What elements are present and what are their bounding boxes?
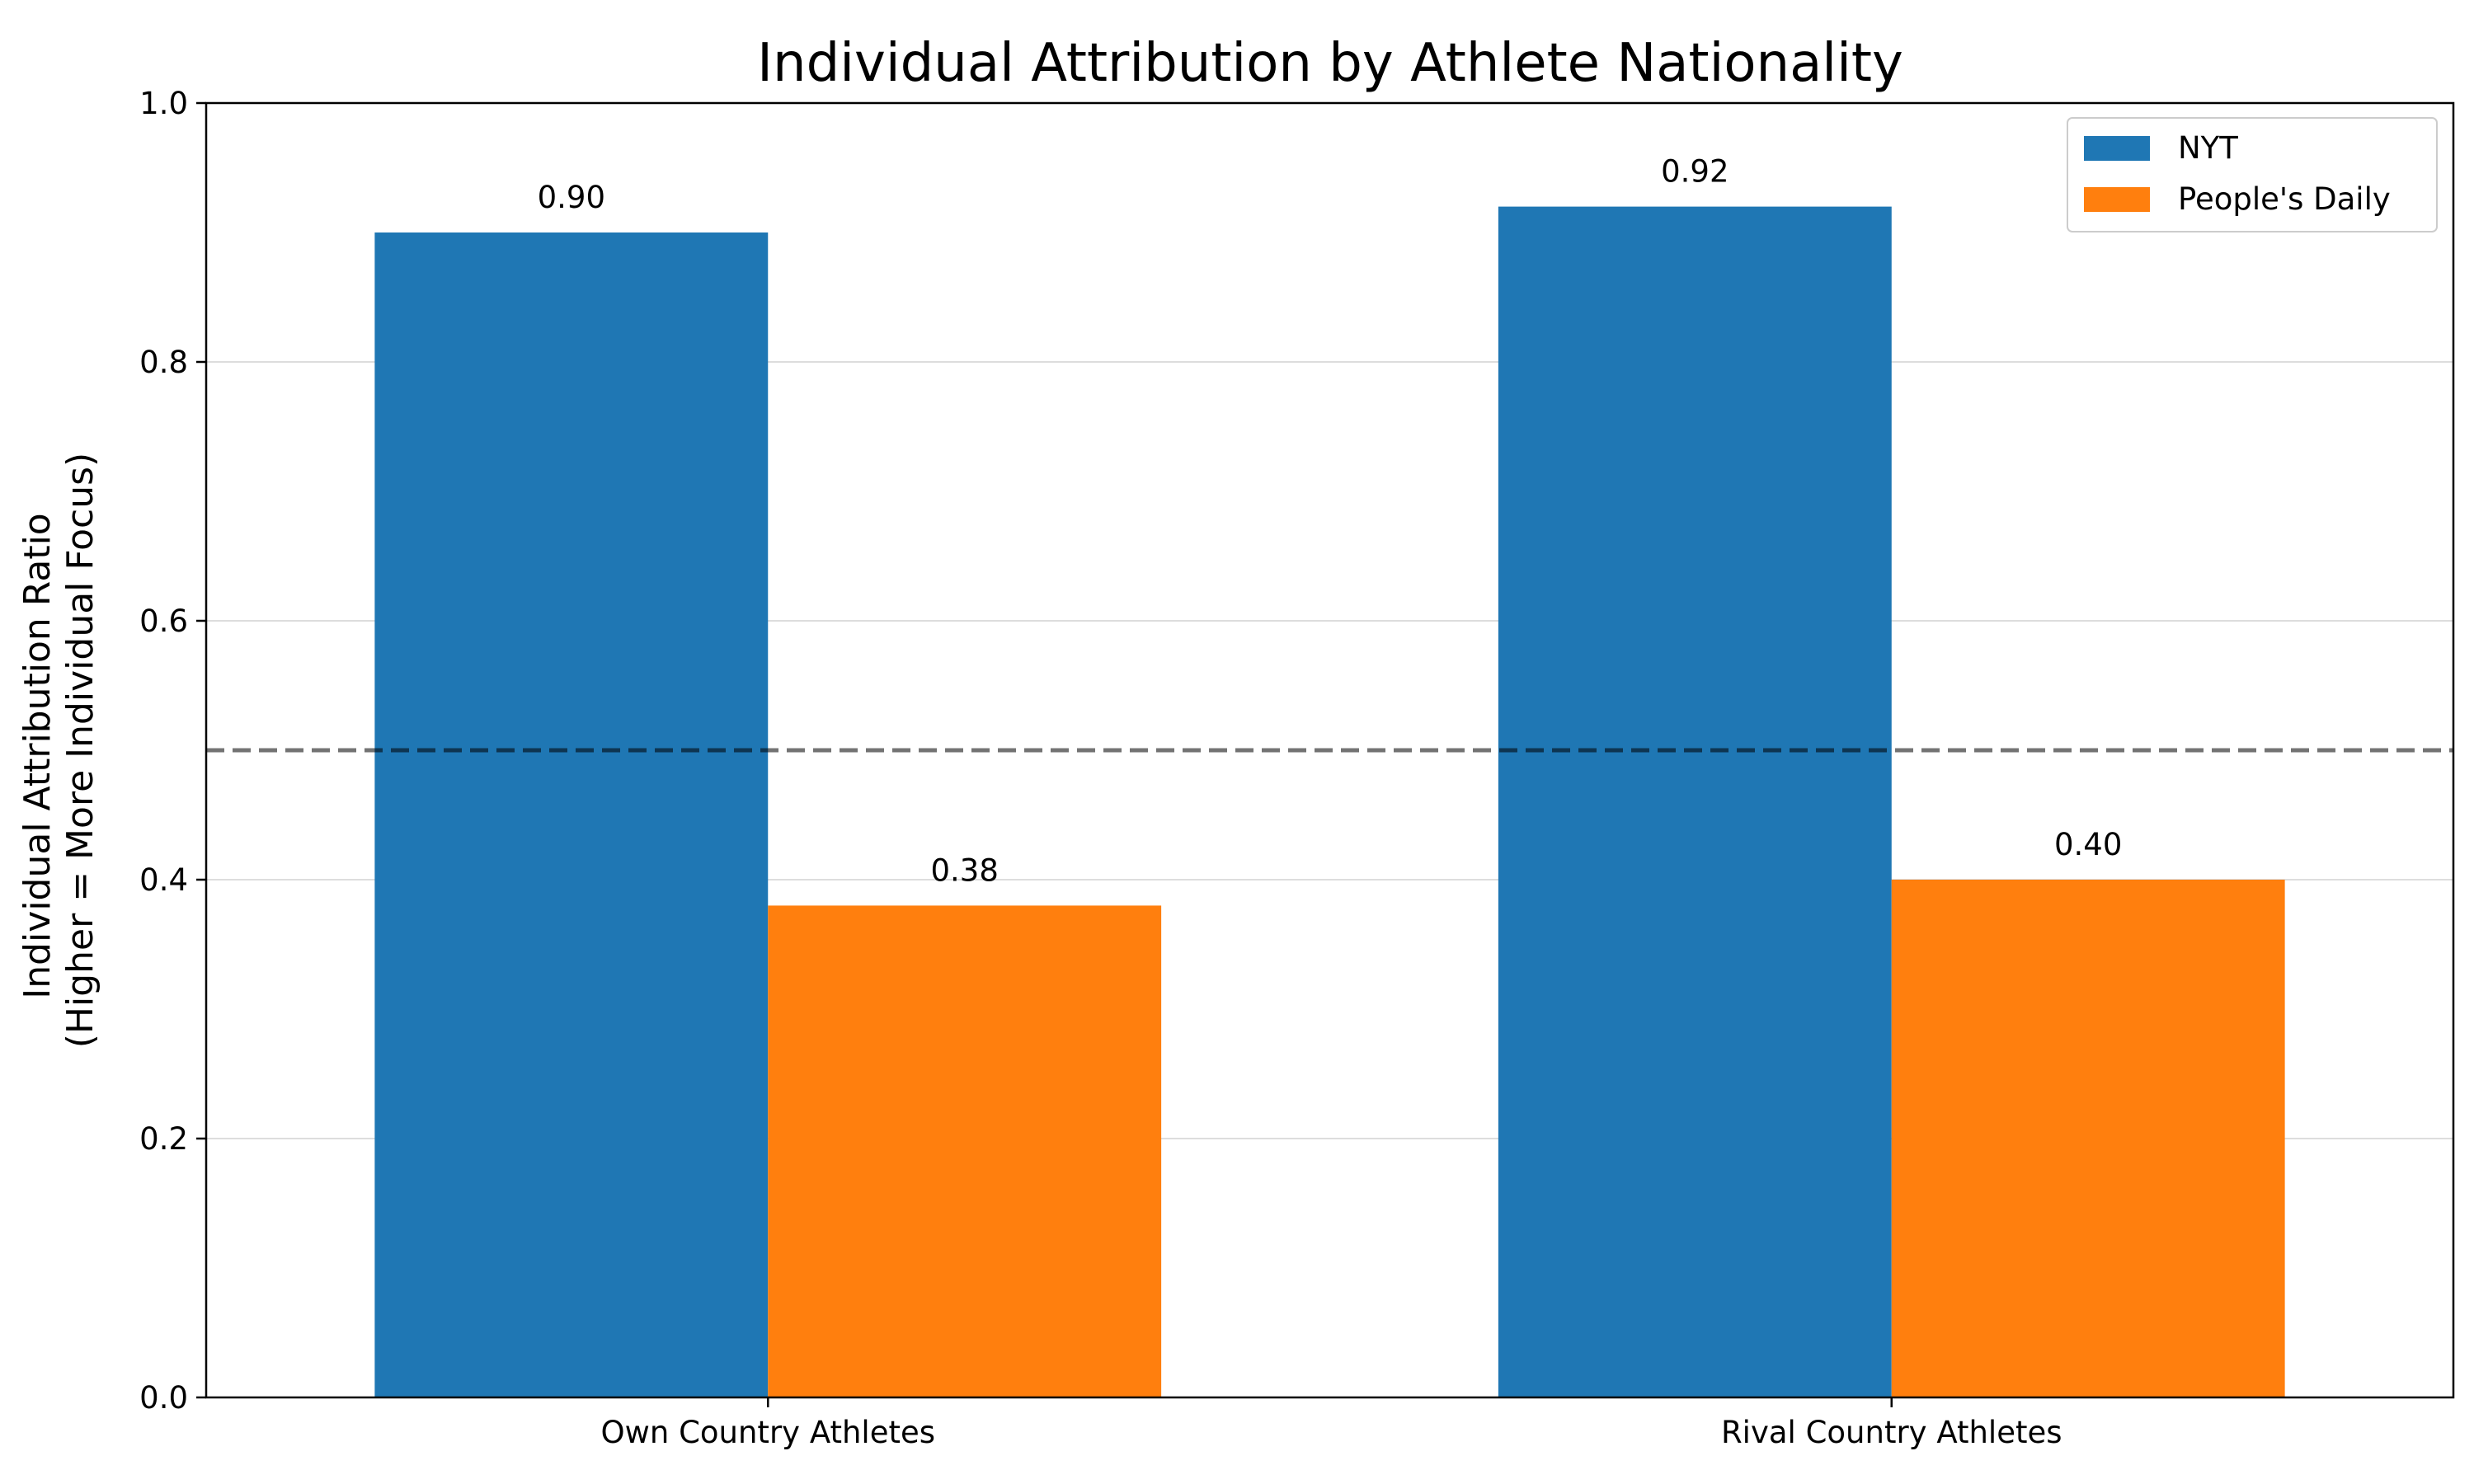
data-label: 0.92 (1661, 154, 1729, 190)
y-axis-label: Individual Attribution Ratio (Higher = M… (16, 453, 101, 1048)
bar-people-s-daily-1 (768, 905, 1162, 1397)
legend: NYT People's Daily (2067, 117, 2438, 232)
plot-frame (205, 101, 2455, 1399)
legend-swatch (2084, 136, 2150, 161)
y-axis-label-line-1: Individual Attribution Ratio (16, 513, 59, 998)
y-tick-label: 0.8 (139, 345, 188, 380)
y-tick-label: 0.0 (139, 1380, 188, 1416)
data-label: 0.90 (538, 180, 605, 215)
bar-layer (374, 206, 2285, 1398)
bar-nyt-1 (374, 232, 769, 1397)
y-axis-label-line-2: (Higher = More Individual Focus) (59, 453, 101, 1048)
data-label: 0.40 (2054, 827, 2122, 862)
bar-people-s-daily-2 (1891, 880, 2285, 1397)
legend-frame (2067, 117, 2438, 232)
legend-label: People's Daily (2178, 181, 2391, 217)
y-tick-label: 0.4 (139, 862, 188, 898)
data-label: 0.38 (930, 852, 998, 888)
y-tick-label: 0.6 (139, 603, 188, 639)
legend-label: NYT (2178, 130, 2238, 166)
x-tick-label: Own Country Athletes (600, 1415, 935, 1450)
y-tick-label: 1.0 (139, 86, 188, 121)
chart-title: Individual Attribution by Athlete Nation… (757, 33, 1903, 94)
y-tick-label: 0.2 (139, 1121, 188, 1157)
data-label-layer: 0.90 0.38 0.92 0.40 (538, 154, 2123, 889)
axis-layer: 0.0 0.2 0.4 0.6 0.8 1.0 Own Country Athletes Ri… (139, 86, 2062, 1450)
x-tick-label: Rival Country Athletes (1721, 1415, 2062, 1450)
legend-swatch (2084, 187, 2150, 212)
bar-nyt-2 (1498, 206, 1892, 1398)
